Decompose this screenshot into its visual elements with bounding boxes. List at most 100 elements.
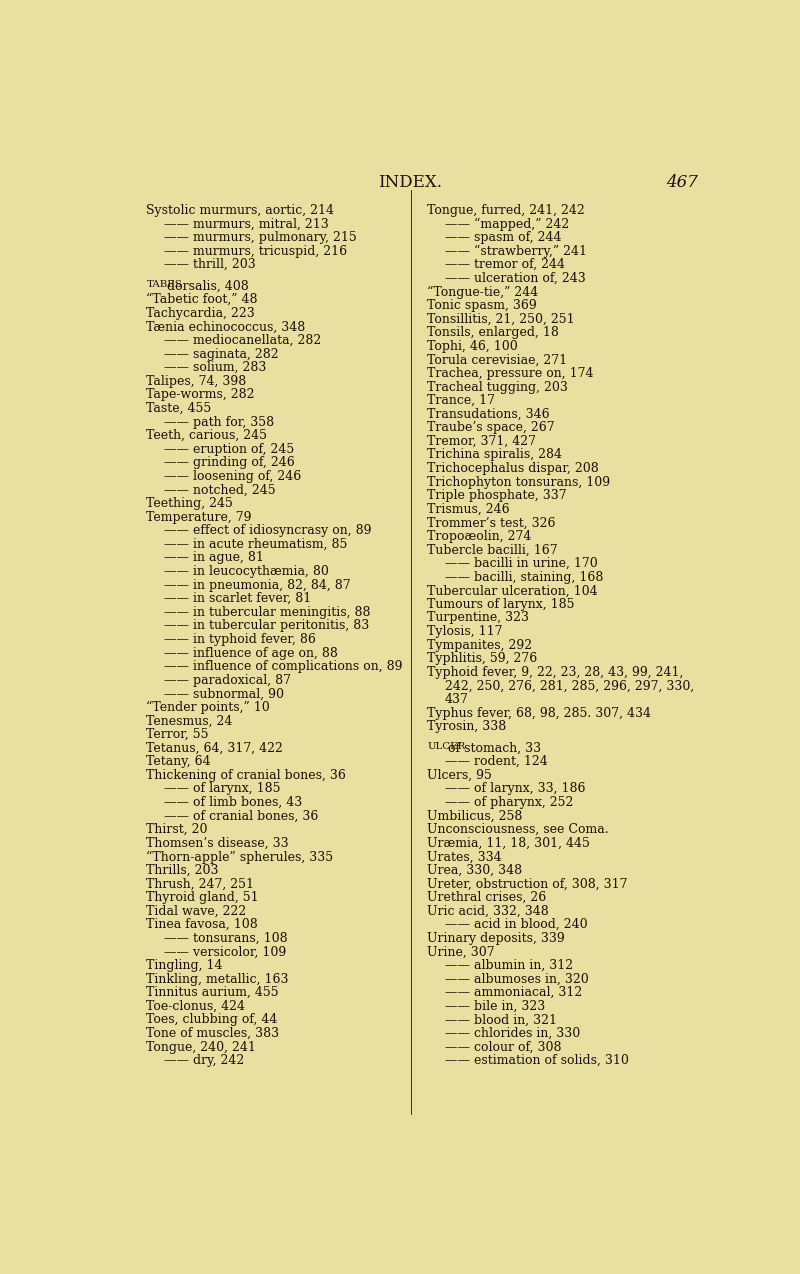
Text: Tonsils, enlarged, 18: Tonsils, enlarged, 18 — [427, 326, 559, 339]
Text: Umbilicus, 258: Umbilicus, 258 — [427, 809, 522, 823]
Text: Turpentine, 323: Turpentine, 323 — [427, 612, 530, 624]
Text: “Thorn-apple” spherules, 335: “Thorn-apple” spherules, 335 — [146, 850, 334, 864]
Text: Tophi, 46, 100: Tophi, 46, 100 — [427, 340, 518, 353]
Text: Tropoæolin, 274: Tropoæolin, 274 — [427, 530, 532, 543]
Text: Triple phosphate, 337: Triple phosphate, 337 — [427, 489, 567, 502]
Text: Transudations, 346: Transudations, 346 — [427, 408, 550, 420]
Text: Tongue, furred, 241, 242: Tongue, furred, 241, 242 — [427, 204, 585, 217]
Text: Tidal wave, 222: Tidal wave, 222 — [146, 905, 246, 917]
Text: Temperature, 79: Temperature, 79 — [146, 511, 252, 524]
Text: —— acid in blood, 240: —— acid in blood, 240 — [445, 919, 587, 931]
Text: Tonic spasm, 369: Tonic spasm, 369 — [427, 299, 537, 312]
Text: —— in acute rheumatism, 85: —— in acute rheumatism, 85 — [164, 538, 347, 550]
Text: Tylosis, 117: Tylosis, 117 — [427, 626, 503, 638]
Text: 242, 250, 276, 281, 285, 296, 297, 330,: 242, 250, 276, 281, 285, 296, 297, 330, — [445, 679, 694, 693]
Text: —— dry, 242: —— dry, 242 — [164, 1054, 244, 1068]
Text: Traube’s space, 267: Traube’s space, 267 — [427, 422, 555, 434]
Text: Thrush, 247, 251: Thrush, 247, 251 — [146, 878, 254, 891]
Text: Tongue, 240, 241: Tongue, 240, 241 — [146, 1041, 256, 1054]
Text: Trichina spiralis, 284: Trichina spiralis, 284 — [427, 448, 562, 461]
Text: —— spasm of, 244: —— spasm of, 244 — [445, 231, 562, 245]
Text: Tingling, 14: Tingling, 14 — [146, 959, 223, 972]
Text: —— of limb bones, 43: —— of limb bones, 43 — [164, 796, 302, 809]
Text: —— bile in, 323: —— bile in, 323 — [445, 1000, 545, 1013]
Text: Tremor, 371, 427: Tremor, 371, 427 — [427, 434, 536, 448]
Text: Tinea favosa, 108: Tinea favosa, 108 — [146, 919, 258, 931]
Text: “Tabetic foot,” 48: “Tabetic foot,” 48 — [146, 293, 258, 306]
Text: —— mediocanellata, 282: —— mediocanellata, 282 — [164, 334, 321, 347]
Text: Toe-clonus, 424: Toe-clonus, 424 — [146, 1000, 246, 1013]
Text: —— loosening of, 246: —— loosening of, 246 — [164, 470, 301, 483]
Text: Urinary deposits, 339: Urinary deposits, 339 — [427, 931, 565, 945]
Text: Urine, 307: Urine, 307 — [427, 945, 495, 958]
Text: —— murmurs, pulmonary, 215: —— murmurs, pulmonary, 215 — [164, 231, 357, 245]
Text: Tympanites, 292: Tympanites, 292 — [427, 638, 533, 652]
Text: Unconsciousness, see Coma.: Unconsciousness, see Coma. — [427, 823, 609, 836]
Text: —— saginata, 282: —— saginata, 282 — [164, 348, 278, 361]
Text: —— murmurs, tricuspid, 216: —— murmurs, tricuspid, 216 — [164, 245, 347, 257]
Text: Tetany, 64: Tetany, 64 — [146, 755, 211, 768]
Text: 437: 437 — [445, 693, 469, 706]
Text: —— blood in, 321: —— blood in, 321 — [445, 1013, 557, 1027]
Text: —— paradoxical, 87: —— paradoxical, 87 — [164, 674, 291, 687]
Text: Trichocephalus dispar, 208: Trichocephalus dispar, 208 — [427, 462, 599, 475]
Text: INDEX.: INDEX. — [378, 175, 442, 191]
Text: Tape-worms, 282: Tape-worms, 282 — [146, 389, 255, 401]
Text: —— estimation of solids, 310: —— estimation of solids, 310 — [445, 1054, 629, 1068]
Text: Thrills, 203: Thrills, 203 — [146, 864, 219, 877]
Text: —— in tubercular meningitis, 88: —— in tubercular meningitis, 88 — [164, 605, 370, 619]
Text: —— “strawberry,” 241: —— “strawberry,” 241 — [445, 245, 586, 257]
Text: Toes, clubbing of, 44: Toes, clubbing of, 44 — [146, 1013, 278, 1027]
Text: —— in leucocythæmia, 80: —— in leucocythæmia, 80 — [164, 564, 329, 578]
Text: Typhus fever, 68, 98, 285. 307, 434: Typhus fever, 68, 98, 285. 307, 434 — [427, 707, 651, 720]
Text: —— effect of idiosyncrasy on, 89: —— effect of idiosyncrasy on, 89 — [164, 524, 371, 538]
Text: Tetanus, 64, 317, 422: Tetanus, 64, 317, 422 — [146, 741, 283, 754]
Text: —— thrill, 203: —— thrill, 203 — [164, 259, 256, 271]
Text: —— albumoses in, 320: —— albumoses in, 320 — [445, 972, 589, 986]
Text: —— in pneumonia, 82, 84, 87: —— in pneumonia, 82, 84, 87 — [164, 578, 350, 591]
Text: —— colour of, 308: —— colour of, 308 — [445, 1041, 562, 1054]
Text: —— bacilli in urine, 170: —— bacilli in urine, 170 — [445, 557, 598, 571]
Text: “Tongue-tie,” 244: “Tongue-tie,” 244 — [427, 285, 538, 298]
Text: —— rodent, 124: —— rodent, 124 — [445, 755, 547, 768]
Text: —— in scarlet fever, 81: —— in scarlet fever, 81 — [164, 592, 311, 605]
Text: Tone of muscles, 383: Tone of muscles, 383 — [146, 1027, 280, 1040]
Text: Systolic murmurs, aortic, 214: Systolic murmurs, aortic, 214 — [146, 204, 334, 217]
Text: Trance, 17: Trance, 17 — [427, 394, 495, 408]
Text: —— grinding of, 246: —— grinding of, 246 — [164, 456, 294, 469]
Text: Tracheal tugging, 203: Tracheal tugging, 203 — [427, 381, 568, 394]
Text: Tyrosin, 338: Tyrosin, 338 — [427, 720, 506, 733]
Text: Tonsillitis, 21, 250, 251: Tonsillitis, 21, 250, 251 — [427, 312, 575, 326]
Text: “Tender points,” 10: “Tender points,” 10 — [146, 701, 270, 715]
Text: Talipes, 74, 398: Talipes, 74, 398 — [146, 375, 246, 387]
Text: Urates, 334: Urates, 334 — [427, 850, 502, 864]
Text: —— notched, 245: —— notched, 245 — [164, 483, 275, 497]
Text: Ureter, obstruction of, 308, 317: Ureter, obstruction of, 308, 317 — [427, 878, 628, 891]
Text: Urea, 330, 348: Urea, 330, 348 — [427, 864, 522, 877]
Text: Trismus, 246: Trismus, 246 — [427, 503, 510, 516]
Text: dorsalis, 408: dorsalis, 408 — [163, 280, 249, 293]
Text: Teething, 245: Teething, 245 — [146, 497, 234, 510]
Text: Uric acid, 332, 348: Uric acid, 332, 348 — [427, 905, 549, 917]
Text: —— versicolor, 109: —— versicolor, 109 — [164, 945, 286, 958]
Text: Urethral crises, 26: Urethral crises, 26 — [427, 891, 546, 905]
Text: of stomach, 33: of stomach, 33 — [444, 741, 541, 754]
Text: Uræmia, 11, 18, 301, 445: Uræmia, 11, 18, 301, 445 — [427, 837, 590, 850]
Text: Tænia echinococcus, 348: Tænia echinococcus, 348 — [146, 321, 306, 334]
Text: Typhoid fever, 9, 22, 23, 28, 43, 99, 241,: Typhoid fever, 9, 22, 23, 28, 43, 99, 24… — [427, 666, 684, 679]
Text: 467: 467 — [666, 175, 698, 191]
Text: Tinkling, metallic, 163: Tinkling, metallic, 163 — [146, 972, 289, 986]
Text: —— of larynx, 33, 186: —— of larynx, 33, 186 — [445, 782, 586, 795]
Text: Trommer’s test, 326: Trommer’s test, 326 — [427, 516, 556, 530]
Text: —— in ague, 81: —— in ague, 81 — [164, 552, 264, 564]
Text: Thickening of cranial bones, 36: Thickening of cranial bones, 36 — [146, 768, 346, 782]
Text: —— eruption of, 245: —— eruption of, 245 — [164, 442, 294, 456]
Text: —— of cranial bones, 36: —— of cranial bones, 36 — [164, 809, 318, 823]
Text: —— murmurs, mitral, 213: —— murmurs, mitral, 213 — [164, 218, 329, 231]
Text: Trachea, pressure on, 174: Trachea, pressure on, 174 — [427, 367, 594, 380]
Text: Typhlitis, 59, 276: Typhlitis, 59, 276 — [427, 652, 538, 665]
Text: Tubercular ulceration, 104: Tubercular ulceration, 104 — [427, 585, 598, 598]
Text: —— tonsurans, 108: —— tonsurans, 108 — [164, 931, 287, 945]
Text: —— influence of complications on, 89: —— influence of complications on, 89 — [164, 660, 402, 673]
Text: —— bacilli, staining, 168: —— bacilli, staining, 168 — [445, 571, 603, 583]
